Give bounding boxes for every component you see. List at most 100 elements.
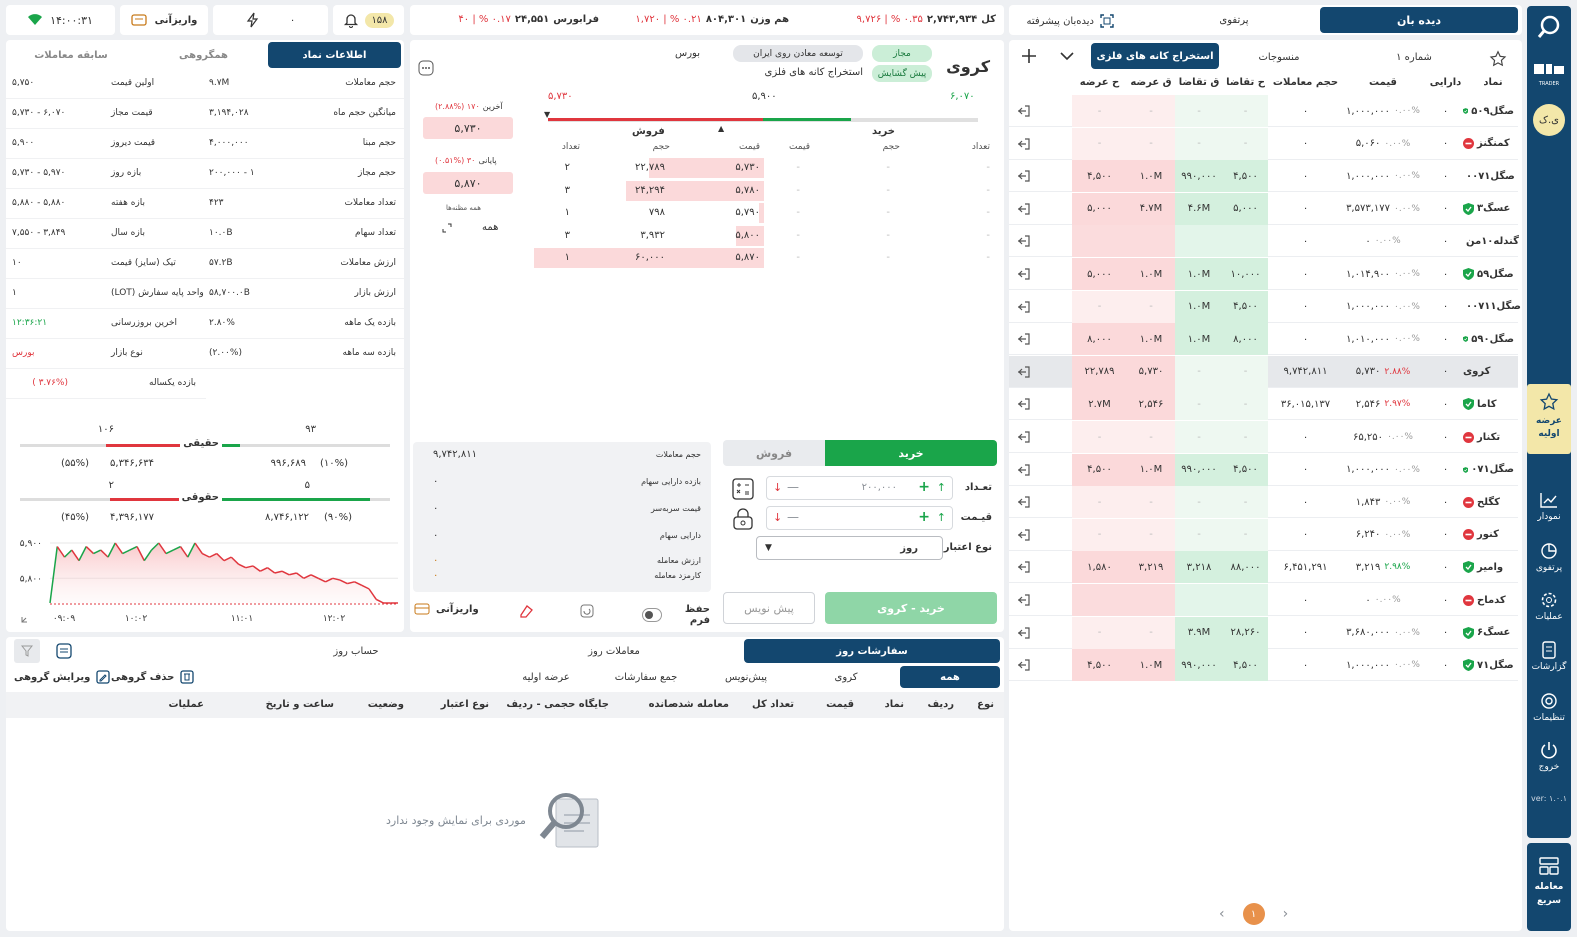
eraser-button[interactable] bbox=[518, 604, 534, 618]
quick-trade-button[interactable]: معامله سریع bbox=[1527, 843, 1571, 931]
symbol-cell[interactable]: صگل۵۹ bbox=[1463, 258, 1518, 290]
group-delete-button[interactable]: حذف گروهی bbox=[111, 669, 195, 685]
row-action-button[interactable] bbox=[1013, 356, 1035, 388]
calculator-button[interactable] bbox=[732, 478, 754, 500]
info-tab-peers[interactable]: همگروهی bbox=[179, 49, 228, 61]
sidebar-item-chart[interactable]: نمودار bbox=[1527, 491, 1571, 522]
watchlist-row[interactable]: صگل۷۱ ۰ ۰.۰۰% ۱,۰۰۰,۰۰۰ ۰ ۴,۵۰۰ ۹۹۰,۰۰۰ ۱.۰M ۴,۵… bbox=[1009, 649, 1518, 682]
watchlist-col-header[interactable]: حجم معاملات bbox=[1272, 76, 1339, 88]
watchlist-col-header[interactable]: قیمت bbox=[1369, 76, 1397, 88]
watchlist-row[interactable]: کدماح ۰ ۰.۰۰% ۰ ۰ bbox=[1009, 584, 1518, 616]
watchlist-col-header[interactable]: نماد bbox=[1483, 76, 1503, 88]
symbol-cell[interactable]: کروی bbox=[1463, 356, 1518, 388]
orders-tab-day-account[interactable]: حساب روز bbox=[333, 645, 379, 657]
orders-subtab-totals[interactable]: جمع سفارشات bbox=[614, 671, 678, 683]
orders-col-header[interactable]: نوع bbox=[977, 699, 994, 710]
orderbook-row[interactable]: - - -۵,۷۳۰ ۲۲,۷۸۹ ۲ bbox=[530, 157, 1000, 179]
symbol-cell[interactable]: صگل۰۷۱ bbox=[1463, 454, 1518, 486]
watchlist-row[interactable]: عسگ۳ ۰ ۰.۰۰% ۳,۵۷۳,۱۷۷ ۰ ۵,۰۰۰ ۴.۶M ۴.۷M ۵,۰۰۰ bbox=[1009, 192, 1518, 225]
orders-col-header[interactable]: ساعت و تاریخ bbox=[265, 699, 334, 710]
watchlist-row[interactable]: صگل۵۹۰ ۰ ۰.۰۰% ۱,۰۱۰,۰۰۰ ۰ ۸,۰۰۰ ۱.۰M ۱.۰M ۸,۰۰۰ bbox=[1009, 323, 1518, 356]
lightning-button[interactable]: ۰ bbox=[213, 5, 328, 35]
deposit-button[interactable]: واریزآنی bbox=[414, 603, 479, 615]
orders-col-header[interactable]: تعداد کل bbox=[752, 699, 794, 710]
info-tab-symbol[interactable]: اطلاعات نماد bbox=[268, 42, 401, 68]
order-sell-tab[interactable]: فروش bbox=[723, 440, 825, 466]
row-action-button[interactable] bbox=[1013, 617, 1035, 649]
price-plus-icon[interactable]: + bbox=[918, 509, 930, 525]
order-buy-tab[interactable]: خرید bbox=[825, 440, 997, 466]
orderbook-row[interactable]: - - -۵,۸۰۰ ۳,۹۳۲ ۳ bbox=[530, 225, 1000, 247]
deposit-header-button[interactable]: واریزآنی bbox=[120, 5, 208, 35]
orders-subtab-drafts[interactable]: پیش‌نویس bbox=[724, 671, 768, 683]
watchlist-row[interactable]: گندله۱۰من ۰ ۰.۰۰% ۰ ۰ bbox=[1009, 225, 1519, 258]
symbol-cell[interactable]: صگل۰۰۷۱ bbox=[1463, 160, 1518, 192]
orders-col-header[interactable]: ردیف bbox=[927, 699, 954, 710]
orders-col-header[interactable]: معامله شده bbox=[672, 699, 729, 710]
row-action-button[interactable] bbox=[1013, 193, 1035, 225]
tab-portfolio[interactable]: پرتفوی bbox=[1219, 14, 1249, 26]
watchlist-row[interactable]: وامیر ۰ ۲.۹۸% ۳,۲۱۹ ۶,۴۵۱,۲۹۱ ۸۸,۰۰۰ ۳,۲۱۸ ۳,۲۱… bbox=[1009, 551, 1518, 584]
tab-watch[interactable]: دیده بان bbox=[1320, 7, 1518, 33]
qty-down-icon[interactable]: ↓ bbox=[773, 481, 783, 494]
row-action-button[interactable] bbox=[1013, 258, 1035, 290]
orders-col-header[interactable]: عملیات bbox=[168, 699, 204, 710]
symbol-cell[interactable]: کنور bbox=[1463, 519, 1518, 551]
orders-col-header[interactable]: جایگاه حجمی - ردیف bbox=[506, 699, 609, 710]
orders-col-header[interactable]: نماد bbox=[884, 699, 904, 710]
refresh-button[interactable] bbox=[580, 604, 594, 618]
watch-tab-metal-mining[interactable]: استخراج کانه های فلزی bbox=[1091, 43, 1219, 69]
next-page-button[interactable]: › bbox=[1282, 906, 1289, 922]
watchlist-row[interactable]: عسگ۶ ۰ ۰.۰۰% ۳,۶۸۰,۰۰۰ ۰ ۲۸,۲۶۰ ۳.۹M - - bbox=[1009, 616, 1518, 649]
price-minus-icon[interactable]: — bbox=[787, 510, 799, 524]
symbol-cell[interactable]: کدماح bbox=[1463, 584, 1518, 616]
save-form-toggle[interactable]: حفظ فرم bbox=[642, 604, 710, 626]
orders-col-header[interactable]: نوع اعتبار bbox=[440, 699, 489, 710]
add-watchlist-button[interactable] bbox=[1021, 48, 1037, 64]
row-action-button[interactable] bbox=[1013, 128, 1035, 160]
watchlist-row[interactable]: کاما ۰ ۲.۹۷% ۲,۵۴۶ ۳۶,۰۱۵,۱۳۷- -۲,۵۴۶ ۲.۷M bbox=[1009, 388, 1518, 421]
qty-minus-icon[interactable]: — bbox=[787, 480, 799, 494]
orders-tab-day-orders[interactable]: سفارشات روز bbox=[744, 639, 1000, 663]
orderbook-row[interactable]: - - -۵,۷۸۰ ۲۴,۲۹۴ ۳ bbox=[530, 180, 1000, 202]
favorite-star-button[interactable] bbox=[1489, 50, 1507, 68]
watchlist-row[interactable]: صگل۵۰۹ ۰ ۰.۰۰% ۱,۰۰۰,۰۰۰ ۰- - - - bbox=[1009, 95, 1518, 127]
price-field[interactable]: ↑ + — ↓ bbox=[766, 506, 953, 530]
price-up-icon[interactable]: ↑ bbox=[936, 511, 946, 524]
sidebar-item-operations[interactable]: عملیات bbox=[1527, 591, 1571, 622]
symbol-cell[interactable]: صگل۷۱ bbox=[1463, 649, 1518, 681]
chevron-down-button[interactable] bbox=[1059, 50, 1075, 62]
sidebar-search-button[interactable] bbox=[1527, 14, 1571, 43]
watch-tab-textiles[interactable]: منسوجات bbox=[1258, 51, 1300, 63]
watchlist-col-header[interactable]: ق تقاضا bbox=[1178, 76, 1220, 88]
watchlist-row[interactable]: کنور ۰ ۰.۰۰% ۶,۲۴۰ ۰- - - - bbox=[1009, 518, 1518, 551]
export-button[interactable] bbox=[56, 643, 72, 659]
prev-page-button[interactable]: ‹ bbox=[1219, 906, 1225, 922]
symbol-cell[interactable]: عسگ۶ bbox=[1463, 617, 1518, 649]
draft-button[interactable]: پیش نویس bbox=[723, 592, 815, 624]
row-action-button[interactable] bbox=[1013, 649, 1035, 681]
filter-button[interactable] bbox=[14, 639, 40, 663]
info-tab-history[interactable]: سابقه معاملات bbox=[34, 49, 108, 61]
watchlist-row[interactable]: تکنار ۰ ۰.۰۰% ۶۵,۲۵۰ ۰- - - - bbox=[1009, 421, 1518, 453]
row-action-button[interactable] bbox=[1013, 551, 1035, 583]
qty-up-icon[interactable]: ↑ bbox=[936, 481, 946, 494]
symbol-cell[interactable]: وامیر bbox=[1463, 551, 1518, 583]
row-action-button[interactable] bbox=[1013, 160, 1035, 192]
sidebar-item-settings[interactable]: تنظیمات bbox=[1527, 692, 1571, 723]
orders-subtab-all[interactable]: همه bbox=[900, 666, 1000, 688]
sidebar-item-reports[interactable]: گزارشات bbox=[1527, 641, 1571, 672]
row-action-button[interactable] bbox=[1013, 486, 1035, 518]
all-quotes-button[interactable]: همه bbox=[442, 222, 498, 233]
symbol-cell[interactable]: صگل۰۰۷۱۱ bbox=[1463, 291, 1521, 323]
orders-subtab-ipo[interactable]: عرضه اولیه bbox=[522, 671, 570, 683]
watchlist-col-header[interactable]: ح تقاضا bbox=[1226, 76, 1265, 88]
lock-button[interactable] bbox=[732, 508, 754, 530]
notifications-button[interactable]: ۱۵۸ bbox=[333, 5, 404, 35]
advanced-watch-button[interactable]: دیده‌بان پیشرفته bbox=[1015, 12, 1115, 30]
watchlist-row[interactable]: کگلح ۰ ۰.۰۰% ۱,۸۴۳ ۰- - - - bbox=[1009, 486, 1518, 519]
orders-subtab-symbol[interactable]: کروی bbox=[834, 671, 858, 683]
row-action-button[interactable] bbox=[1013, 323, 1035, 355]
sidebar-item-portfolio[interactable]: پرتفوی bbox=[1527, 542, 1571, 573]
orders-col-header[interactable]: قیمت bbox=[826, 699, 854, 710]
